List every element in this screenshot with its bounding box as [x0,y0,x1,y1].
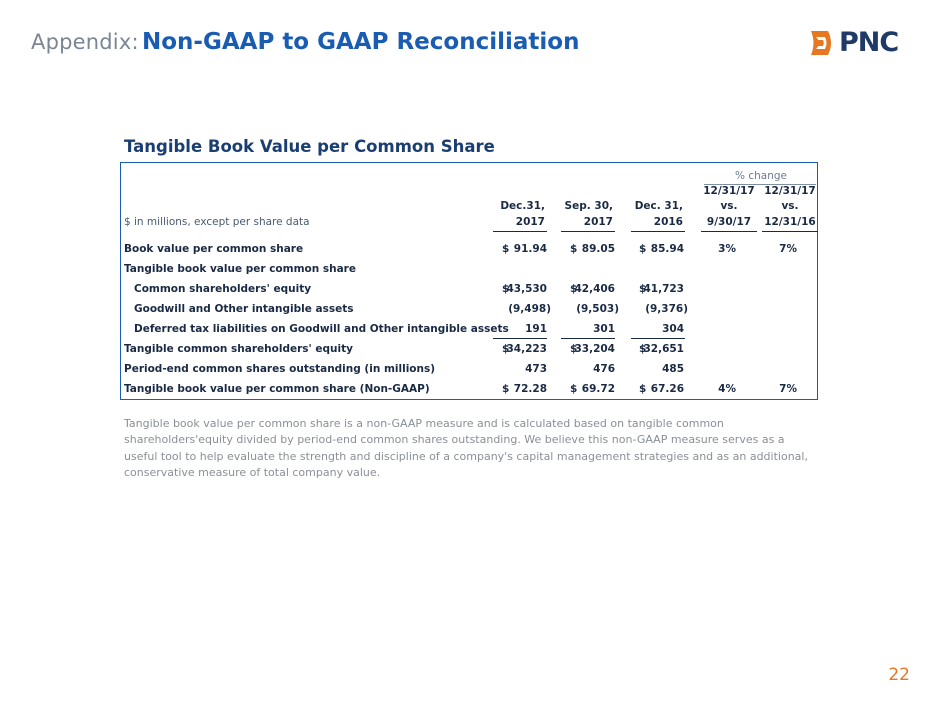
cell-value: 191 [525,323,547,335]
row-label-goodwill: Goodwill and Other intangible assets [134,303,354,315]
pnc-logo-icon [811,30,831,55]
col-header-yoy-vs: vs. [781,200,799,212]
col-header-sep-2017: Sep. 30, [564,200,613,212]
reconciliation-table: % change Dec.31, 2017 Sep. 30, 2017 Dec.… [120,162,818,400]
col-header-sep-2017-year: 2017 [583,216,613,228]
row-label-tbv-nongaap: Tangible book value per common share (No… [124,383,430,395]
brand-name: PNC [839,27,899,58]
col-header-dec-2017: Dec.31, [500,200,545,212]
cell-value: 33,204 [574,343,615,355]
row-label-tbv-heading: Tangible book value per common share [124,263,356,275]
col-header-dec-2016: Dec. 31, [634,200,683,212]
col-header-yoy: 12/31/17 [764,185,816,197]
row-label-deferred-tax: Deferred tax liabilities on Goodwill and… [134,323,509,335]
cell-value: 32,651 [643,343,684,355]
units-label: $ in millions, except per share data [124,216,310,228]
cell-value: (9,503) [576,303,619,315]
cell-value: 72.28 [513,383,547,395]
cell-value: 69.72 [581,383,615,395]
appendix-label: Appendix: [31,30,139,54]
cell-value: 41,723 [643,283,684,295]
cell-value: 473 [525,363,547,375]
col-header-qoq-date: 9/30/17 [706,216,752,228]
cell-value: 42,406 [574,283,615,295]
cell-value: (9,376) [645,303,688,315]
col-header-dec-2016-year: 2016 [653,216,683,228]
footnote: Tangible book value per common share is … [124,417,808,479]
cell-value: 91.94 [513,243,547,255]
cell-value: 34,223 [506,343,547,355]
cell-value: 304 [662,323,684,335]
col-header-qoq-vs: vs. [720,200,738,212]
col-header-qoq: 12/31/17 [703,185,755,197]
percent-change-header: % change [735,170,787,182]
cell-value: 476 [593,363,615,375]
cell-value: 301 [593,323,615,335]
row-label-shares-outstanding: Period-end common shares outstanding (in… [124,363,436,375]
cell-pct: 7% [779,383,797,395]
cell-pct: 3% [718,243,736,255]
col-header-yoy-date: 12/31/16 [764,216,816,228]
page-title: Non-GAAP to GAAP Reconciliation [142,29,580,55]
section-title: Tangible Book Value per Common Share [124,137,495,156]
pnc-logo: PNC [806,27,899,58]
percent-change-divider [704,184,816,185]
cell-pct: 7% [779,243,797,255]
row-label-book-value: Book value per common share [124,243,304,255]
row-label-common-equity: Common shareholders' equity [134,283,312,295]
cell-value: 485 [662,363,684,375]
cell-value: 89.05 [581,243,615,255]
page-number: 22 [888,665,910,685]
col-header-dec-2017-year: 2017 [515,216,545,228]
cell-value: (9,498) [508,303,551,315]
cell-value: 85.94 [650,243,684,255]
row-label-tangible-equity: Tangible common shareholders' equity [124,343,353,355]
cell-value: 67.26 [650,383,684,395]
cell-pct: 4% [718,383,736,395]
cell-value: 43,530 [506,283,547,295]
